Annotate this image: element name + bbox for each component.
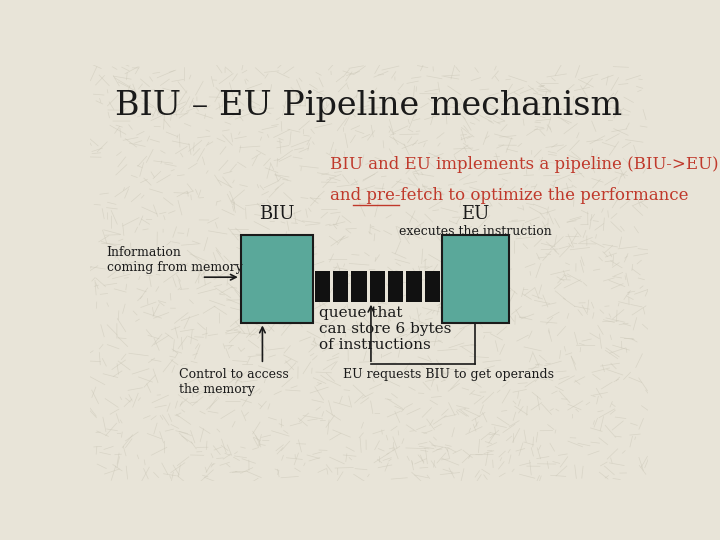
Bar [333,271,348,302]
Bar [369,271,385,302]
Bar [351,271,366,302]
Text: EU requests BIU to get operands: EU requests BIU to get operands [343,368,554,381]
Text: Information
coming from memory: Information coming from memory [107,246,243,274]
Text: and pre-fetch to optimize the performance: and pre-fetch to optimize the performanc… [330,187,688,204]
Bar [406,271,422,302]
Bar [388,271,403,302]
Bar [240,235,313,322]
Text: BIU – EU Pipeline mechanism: BIU – EU Pipeline mechanism [115,90,623,123]
Bar [315,271,330,302]
Text: executes the instruction: executes the instruction [399,225,552,238]
Bar [425,271,440,302]
Text: EU: EU [461,206,489,224]
Bar [441,235,508,322]
Text: Control to access
the memory: Control to access the memory [179,368,289,396]
Text: BIU: BIU [259,206,294,224]
Text: BIU and EU implements a pipeline (BIU->EU): BIU and EU implements a pipeline (BIU->E… [330,156,719,173]
Text: queue that
can store 6 bytes
of instructions: queue that can store 6 bytes of instruct… [319,306,451,353]
